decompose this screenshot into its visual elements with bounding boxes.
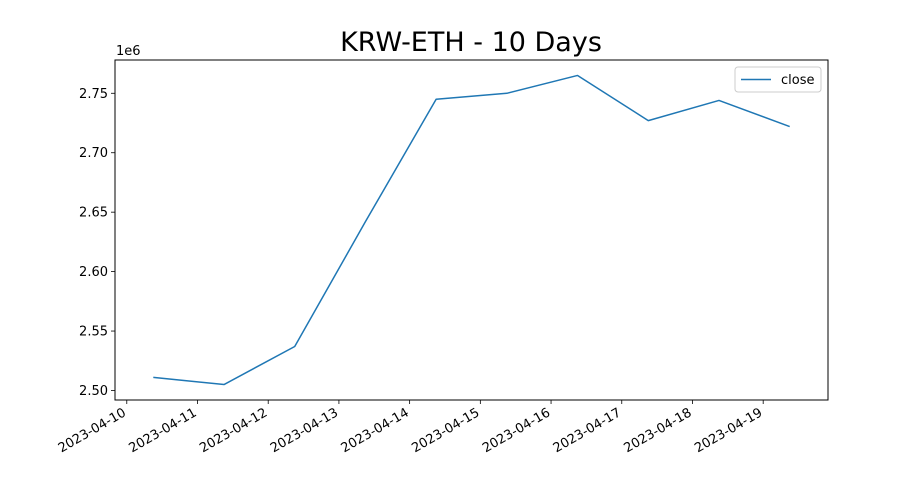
- legend-label-close: close: [781, 73, 814, 88]
- legend-box: [734, 66, 822, 93]
- x-axis: 2023-04-102023-04-112023-04-122023-04-13…: [56, 400, 765, 456]
- y-tick-label: 2.70: [79, 146, 108, 161]
- x-tick-label: 2023-04-17: [551, 405, 624, 456]
- x-tick-label: 2023-04-15: [409, 405, 482, 456]
- plot-frame: [114, 59, 829, 401]
- legend: close: [734, 66, 822, 93]
- y-axis-scale-label: 1e6: [116, 44, 141, 59]
- y-tick-label: 2.75: [79, 87, 108, 102]
- x-tick-label: 2023-04-13: [268, 405, 341, 456]
- x-tick-label: 2023-04-12: [197, 405, 270, 456]
- y-tick-label: 2.60: [79, 265, 108, 280]
- chart-title: KRW-ETH - 10 Days: [340, 27, 602, 58]
- y-tick-label: 2.50: [79, 384, 108, 399]
- y-axis: 2.50 2.55 2.60 2.65 2.70 2.75: [79, 87, 115, 399]
- x-tick-label: 2023-04-16: [480, 405, 553, 456]
- y-tick-label: 2.55: [79, 325, 108, 340]
- series-line-close: [153, 74, 790, 386]
- x-tick-label: 2023-04-19: [692, 405, 765, 456]
- x-tick-label: 2023-04-14: [339, 405, 412, 456]
- x-tick-label: 2023-04-18: [622, 405, 695, 456]
- x-tick-label: 2023-04-11: [127, 405, 200, 456]
- y-tick-label: 2.65: [79, 206, 108, 221]
- plot-area: [153, 74, 790, 386]
- x-tick-label: 2023-04-10: [56, 405, 129, 456]
